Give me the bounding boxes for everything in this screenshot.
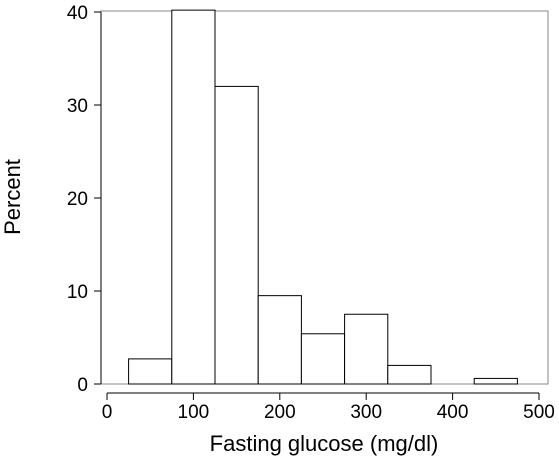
y-tick-label: 0 bbox=[77, 375, 88, 396]
x-tick-label: 100 bbox=[178, 402, 210, 423]
y-tick-label: 20 bbox=[67, 189, 88, 210]
histogram-bar bbox=[171, 9, 216, 385]
histogram-bar bbox=[257, 295, 302, 385]
x-tick-label: 200 bbox=[264, 402, 296, 423]
plot-frame bbox=[100, 10, 549, 385]
x-axis: 0 100 200 300 400 500 bbox=[102, 392, 555, 423]
bars bbox=[128, 9, 518, 385]
histogram-bar bbox=[344, 313, 389, 385]
histogram-bar bbox=[128, 358, 173, 385]
x-tick-label: 0 bbox=[102, 402, 113, 423]
y-axis: 0 10 20 30 40 bbox=[67, 3, 102, 396]
y-tick-label: 40 bbox=[67, 3, 88, 24]
x-tick-label: 400 bbox=[437, 402, 469, 423]
histogram-bar bbox=[473, 377, 518, 385]
histogram-bar bbox=[387, 364, 432, 385]
histogram-bar bbox=[300, 333, 346, 385]
y-tick-label: 10 bbox=[67, 282, 88, 303]
y-axis-title: Percent bbox=[0, 159, 25, 235]
x-tick-label: 300 bbox=[350, 402, 382, 423]
x-axis-title: Fasting glucose (mg/dl) bbox=[210, 431, 439, 456]
x-tick-label: 500 bbox=[523, 402, 555, 423]
histogram-bar bbox=[214, 85, 259, 385]
y-tick-label: 30 bbox=[67, 96, 88, 117]
